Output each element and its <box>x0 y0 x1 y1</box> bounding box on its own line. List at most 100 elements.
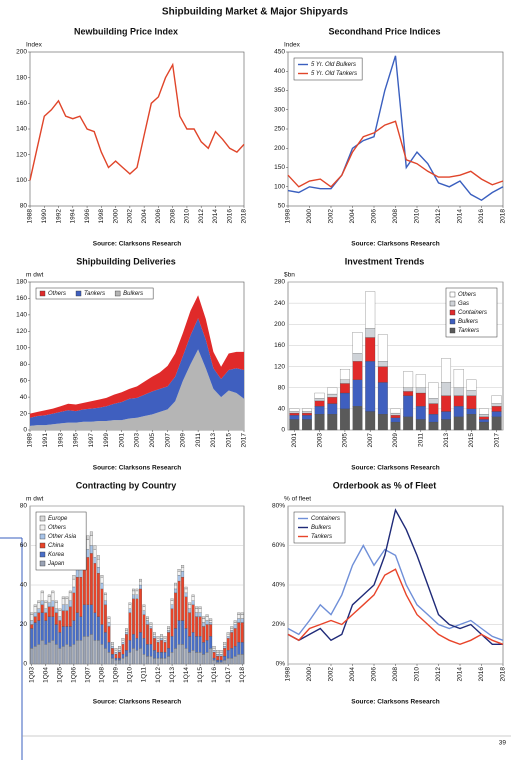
bar-segment <box>205 624 209 641</box>
bar-segment <box>37 644 41 665</box>
y-tick-label: 250 <box>274 126 285 133</box>
bar-segment <box>40 604 44 613</box>
bar-segment <box>139 648 142 665</box>
x-tick-label: 2001 <box>118 433 125 448</box>
bar-segment <box>96 567 100 574</box>
bar-segment <box>153 636 156 639</box>
bar-segment <box>466 379 477 391</box>
bar-segment <box>65 596 69 599</box>
bar-segment <box>226 634 230 637</box>
bar-segment <box>65 610 69 627</box>
line-series <box>287 55 504 202</box>
x-tick-label: 2012 <box>435 667 442 682</box>
y-tick-label: 160 <box>16 100 27 107</box>
bar-segment <box>30 612 34 615</box>
bar-segment <box>96 640 100 665</box>
bar-segment <box>170 636 174 653</box>
bar-segment <box>188 608 192 613</box>
bar-segment <box>110 654 114 659</box>
bar-segment <box>240 618 244 623</box>
bar-segment <box>216 659 220 663</box>
bar-segment <box>390 412 401 416</box>
bar-segment <box>205 620 209 625</box>
bar-segment <box>466 390 477 396</box>
y-axis-label: $bn <box>284 272 295 279</box>
bar-segment <box>223 644 227 647</box>
bar-segment <box>107 626 111 643</box>
legend-swatch <box>39 290 46 297</box>
bar-segment <box>146 655 149 665</box>
chart-title: Orderbook as % of Fleet <box>333 480 437 490</box>
bar-segment <box>223 648 227 657</box>
y-tick-label: 80 <box>20 361 28 368</box>
bar-segment <box>428 421 439 431</box>
bar-segment <box>302 415 312 420</box>
bar-segment <box>86 539 90 550</box>
bar-segment <box>479 414 489 417</box>
y-tick-label: 20% <box>272 621 285 628</box>
bar-segment <box>103 592 107 596</box>
x-tick-label: 2000 <box>306 209 313 224</box>
y-tick-label: 80 <box>20 203 28 210</box>
bar-segment <box>219 650 223 653</box>
y-tick-label: 300 <box>274 106 285 113</box>
bar-segment <box>86 604 90 637</box>
bar-segment <box>142 604 146 607</box>
y-tick-label: 120 <box>274 363 285 370</box>
x-tick-label: 2010 <box>414 667 421 682</box>
bar-segment <box>177 644 181 665</box>
bar-segment <box>107 618 111 623</box>
y-tick-label: 40% <box>272 582 285 589</box>
bar-segment <box>33 604 37 607</box>
bar-segment <box>72 578 76 588</box>
legend-label: China <box>48 543 64 549</box>
bar-segment <box>327 387 338 395</box>
source: Source: Clarksons Research <box>93 465 182 472</box>
bar-segment <box>121 638 125 641</box>
bar-segment <box>79 576 83 617</box>
bar-segment <box>79 569 83 578</box>
bar-segment <box>110 657 114 665</box>
bar-segment <box>184 592 188 597</box>
bar-segment <box>195 636 199 653</box>
legend-label: Containers <box>458 310 487 316</box>
x-tick-label: 2014 <box>212 209 219 224</box>
bar-segment <box>195 608 199 613</box>
bar-segment <box>184 648 188 665</box>
bar-segment <box>339 392 350 409</box>
bar-segment <box>118 657 121 661</box>
bar-segment <box>58 616 62 621</box>
bar-segment <box>156 638 160 641</box>
bar-segment <box>118 659 121 665</box>
bar-segment <box>135 598 139 639</box>
bar-segment <box>233 622 237 625</box>
y-tick-label: 240 <box>274 300 285 307</box>
x-tick-label: 1Q16 <box>211 667 218 683</box>
x-tick-label: 2014 <box>457 667 464 682</box>
bar-segment <box>327 414 338 431</box>
bar-segment <box>54 602 58 609</box>
x-tick-label: 2016 <box>478 209 485 224</box>
bar-segment <box>377 334 388 362</box>
x-tick-label: 1Q18 <box>239 667 246 683</box>
bar-segment <box>403 391 414 396</box>
bar-segment <box>68 592 72 601</box>
bar-segment <box>453 416 464 431</box>
bar-segment <box>219 654 223 657</box>
bar-segment <box>33 612 37 617</box>
bar-segment <box>156 652 160 659</box>
bar-segment <box>188 604 192 609</box>
y-axis-label: m dwt <box>26 496 44 503</box>
bar-segment <box>37 602 41 609</box>
bar-segment <box>403 395 414 417</box>
bar-segment <box>132 648 135 665</box>
bar-segment <box>428 414 439 423</box>
x-tick-label: 2006 <box>371 209 378 224</box>
bar-segment <box>170 608 174 637</box>
bar-segment <box>93 549 97 558</box>
bar-segment <box>339 369 350 380</box>
x-tick-label: 2007 <box>367 433 374 448</box>
bar-segment <box>153 638 156 651</box>
bar-segment <box>415 419 426 431</box>
bar-segment <box>68 646 72 665</box>
